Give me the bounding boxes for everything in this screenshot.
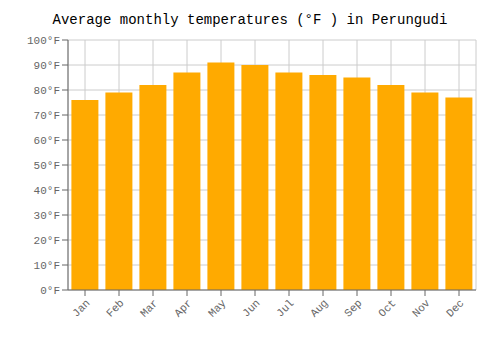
svg-text:30°F: 30°F <box>34 210 60 222</box>
svg-text:70°F: 70°F <box>34 110 60 122</box>
svg-text:Dec: Dec <box>444 297 466 319</box>
svg-text:40°F: 40°F <box>34 185 60 197</box>
svg-text:100°F: 100°F <box>27 35 60 47</box>
svg-text:10°F: 10°F <box>34 260 60 272</box>
svg-text:May: May <box>206 297 229 320</box>
svg-text:Nov: Nov <box>410 297 433 320</box>
svg-text:60°F: 60°F <box>34 135 60 147</box>
svg-text:Jul: Jul <box>274 297 296 319</box>
svg-text:50°F: 50°F <box>34 160 60 172</box>
svg-text:Feb: Feb <box>104 297 126 319</box>
svg-text:80°F: 80°F <box>34 85 60 97</box>
html-text:Average monthly temperatures (: Average monthly temperatures (°F ) in Pe… <box>52 12 448 28</box>
svg-text:Apr: Apr <box>172 297 194 319</box>
svg-text:Aug: Aug <box>308 297 330 319</box>
svg-text:Oct: Oct <box>376 297 398 319</box>
svg-text:Sep: Sep <box>342 297 364 319</box>
svg-text:Mar: Mar <box>138 297 160 319</box>
svg-text:20°F: 20°F <box>34 235 60 247</box>
svg-text:90°F: 90°F <box>34 60 60 72</box>
svg-text:Jun: Jun <box>240 297 262 319</box>
svg-text:Jan: Jan <box>70 297 92 319</box>
svg-text:0°F: 0°F <box>40 285 60 297</box>
